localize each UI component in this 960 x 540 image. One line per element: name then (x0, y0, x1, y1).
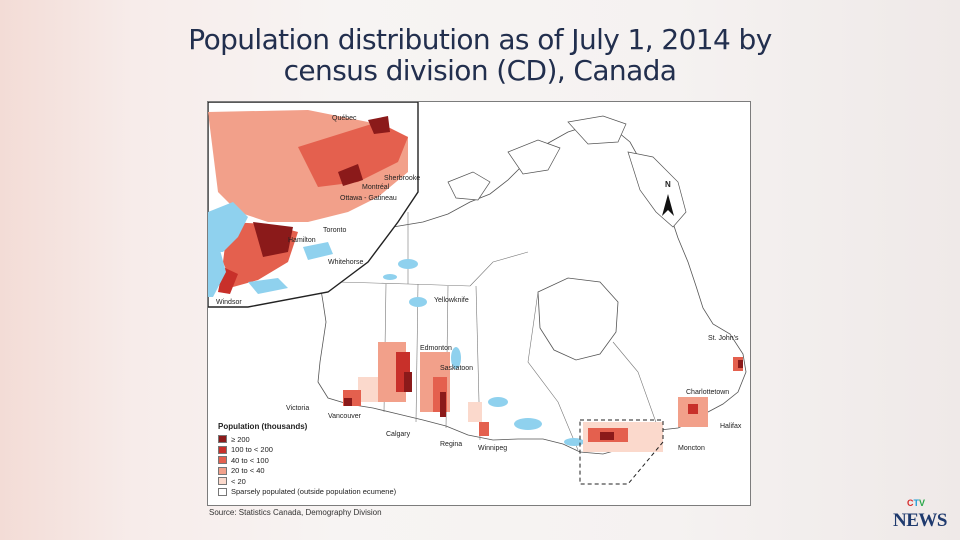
city-label-saskatoon: Saskatoon (440, 365, 473, 372)
city-label-vancouver: Vancouver (328, 413, 362, 420)
north-label: N (665, 180, 671, 189)
ctv-logo-text: CTV (907, 498, 926, 508)
legend-swatch (218, 435, 227, 444)
ctv-news-logo: CTV NEWS (893, 498, 949, 532)
legend-swatch (218, 466, 227, 475)
inset-patches (208, 110, 408, 294)
north-arrow: N (662, 180, 674, 216)
legend-label: 40 to < 100 (231, 455, 269, 465)
city-label-windsor: Windsor (216, 299, 242, 306)
legend-swatch (218, 487, 227, 496)
legend-label: 100 to < 200 (231, 445, 273, 455)
city-label-montreal: Montréal (362, 184, 390, 191)
lakes (383, 259, 584, 446)
legend-label: ≥ 200 (231, 434, 250, 444)
inset-water (208, 202, 333, 297)
legend: Population (thousands) ≥ 200 100 to < 20… (218, 422, 396, 497)
city-label-quebec: Québec (332, 115, 357, 122)
city-label-hamilton: Hamilton (288, 237, 316, 244)
legend-label: 20 to < 40 (231, 466, 265, 476)
news-logo-text: NEWS (893, 510, 947, 531)
legend-item: 40 to < 100 (218, 455, 396, 466)
city-label-stjohns: St. John's (708, 335, 739, 342)
page-title: Population distribution as of July 1, 20… (0, 24, 960, 86)
legend-swatch (218, 456, 227, 465)
legend-label: < 20 (231, 476, 246, 486)
city-label-regina: Regina (440, 441, 462, 448)
city-label-winnipeg: Winnipeg (478, 445, 507, 452)
legend-item: 100 to < 200 (218, 445, 396, 456)
canada-map: N Québec Sherbrooke Montréal Ottawa - Ga… (208, 102, 747, 485)
city-label-toronto: Toronto (323, 227, 346, 234)
legend-item: Sparsely populated (outside population e… (218, 487, 396, 498)
city-label-charlottetown: Charlottetown (686, 389, 729, 396)
arctic-island-2 (567, 115, 627, 145)
city-label-moncton: Moncton (678, 445, 705, 452)
city-label-sherbrooke: Sherbrooke (384, 175, 420, 182)
hudson-bay (537, 277, 619, 361)
city-label-calgary: Calgary (386, 431, 411, 438)
arctic-island-3 (447, 171, 491, 201)
population-patches (343, 342, 743, 452)
legend-item: 20 to < 40 (218, 466, 396, 477)
arctic-island-1 (507, 139, 561, 175)
legend-item: ≥ 200 (218, 434, 396, 445)
city-label-ottawa: Ottawa - Gatineau (340, 195, 397, 202)
title-line-1: Population distribution as of July 1, 20… (188, 23, 772, 56)
city-label-yellowknife: Yellowknife (434, 297, 469, 304)
map-frame: N Québec Sherbrooke Montréal Ottawa - Ga… (207, 101, 751, 506)
title-line-2: census division (CD), Canada (283, 54, 677, 87)
legend-swatch (218, 445, 227, 454)
source-note: Source: Statistics Canada, Demography Di… (209, 508, 382, 517)
legend-item: < 20 (218, 476, 396, 487)
legend-swatch (218, 477, 227, 486)
legend-label: Sparsely populated (outside population e… (231, 487, 397, 497)
inset-locator-box (579, 419, 664, 485)
city-label-halifax: Halifax (720, 423, 742, 430)
legend-title: Population (thousands) (218, 422, 308, 431)
city-label-victoria: Victoria (286, 405, 309, 412)
city-label-edmonton: Edmonton (420, 345, 452, 352)
city-label-whitehorse: Whitehorse (328, 259, 364, 266)
